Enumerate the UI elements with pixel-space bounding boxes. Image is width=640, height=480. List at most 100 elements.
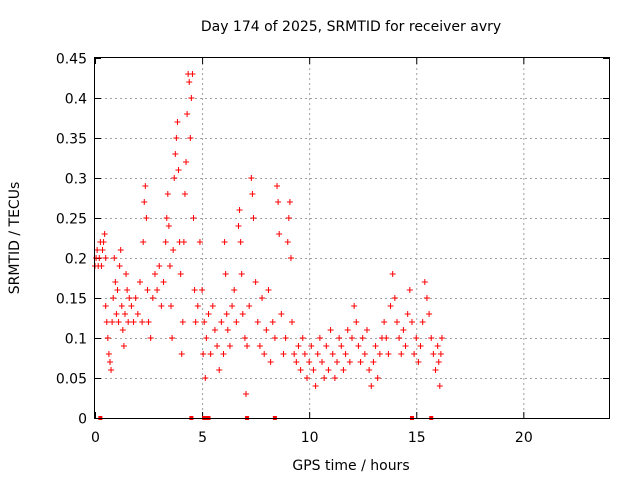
data-point [187, 135, 194, 141]
data-point [432, 367, 439, 373]
data-point [94, 247, 101, 253]
data-point [368, 383, 375, 389]
data-point [130, 319, 137, 325]
data-point [104, 335, 111, 341]
data-point [438, 335, 445, 341]
data-point [398, 351, 405, 357]
data-point [106, 359, 113, 365]
data-point [218, 319, 225, 325]
y-tick-label: 0.25 [56, 212, 87, 228]
data-point [120, 343, 127, 349]
data-point [192, 319, 199, 325]
data-point [177, 271, 184, 277]
data-point [423, 295, 430, 301]
data-point [115, 319, 122, 325]
data-point [366, 367, 373, 373]
data-point [134, 311, 141, 317]
data-point [180, 239, 187, 245]
data-point [338, 343, 345, 349]
data-point [271, 335, 278, 341]
data-point [336, 335, 343, 341]
data-point [310, 367, 317, 373]
data-point [437, 351, 444, 357]
data-point [344, 327, 351, 333]
data-point [201, 319, 208, 325]
data-point [118, 303, 125, 309]
data-point [216, 367, 223, 373]
data-point [359, 335, 366, 341]
data-point [114, 287, 121, 293]
data-point [183, 159, 190, 165]
data-point [205, 311, 212, 317]
y-tick-label: 0.2 [65, 252, 87, 268]
data-point [381, 319, 388, 325]
x-tick-label: 10 [301, 430, 319, 446]
data-point [355, 343, 362, 349]
data-point [196, 239, 203, 245]
data-point [226, 343, 233, 349]
data-point [101, 231, 108, 237]
data-point [248, 175, 255, 181]
y-tick-label: 0.3 [65, 172, 87, 188]
data-point [229, 303, 236, 309]
data-point [151, 271, 158, 277]
data-point [267, 359, 274, 365]
x-tick-label: 5 [198, 430, 207, 446]
y-tick-label: 0.4 [65, 92, 87, 108]
y-axis-label: SRMTID / TECUs [7, 182, 23, 295]
data-point [391, 295, 398, 301]
x-tick-label: 0 [91, 430, 100, 446]
data-point [102, 255, 109, 261]
data-point [128, 303, 135, 309]
data-point [415, 359, 422, 365]
data-point [238, 271, 245, 277]
data-point [214, 343, 221, 349]
data-point [385, 351, 392, 357]
data-point [186, 79, 193, 85]
data-point [329, 351, 336, 357]
data-point [353, 319, 360, 325]
data-point [156, 263, 163, 269]
data-point [413, 335, 420, 341]
y-tick-label: 0.45 [56, 52, 87, 68]
data-point [389, 271, 396, 277]
data-point [105, 351, 112, 357]
data-point [220, 351, 227, 357]
data-point [121, 311, 128, 317]
x-tick-labels: 0 5 10 15 20 [91, 430, 533, 446]
data-point [144, 287, 151, 293]
data-point [342, 351, 349, 357]
data-point [265, 287, 272, 293]
data-point [123, 271, 130, 277]
data-point [402, 343, 409, 349]
data-point [331, 375, 338, 381]
data-point [111, 255, 118, 261]
data-point [136, 279, 143, 285]
data-point [286, 199, 293, 205]
data-point [417, 343, 424, 349]
data-point [263, 327, 270, 333]
data-point [306, 359, 313, 365]
data-point [280, 351, 287, 357]
data-point [316, 335, 323, 341]
data-point [202, 375, 209, 381]
grid [95, 58, 609, 418]
data-point [421, 279, 428, 285]
plot-frame [94, 57, 610, 419]
data-point [141, 199, 148, 205]
data-point [98, 263, 105, 269]
data-point [119, 327, 126, 333]
data-point [132, 295, 139, 301]
data-point [147, 335, 154, 341]
data-point [179, 319, 186, 325]
data-point [411, 351, 418, 357]
data-points [92, 71, 445, 420]
data-point [249, 191, 256, 197]
data-point [301, 351, 308, 357]
data-point [426, 311, 433, 317]
data-point [224, 327, 231, 333]
data-point [287, 255, 294, 261]
data-point [321, 375, 328, 381]
data-point [236, 207, 243, 213]
data-point [327, 327, 334, 333]
